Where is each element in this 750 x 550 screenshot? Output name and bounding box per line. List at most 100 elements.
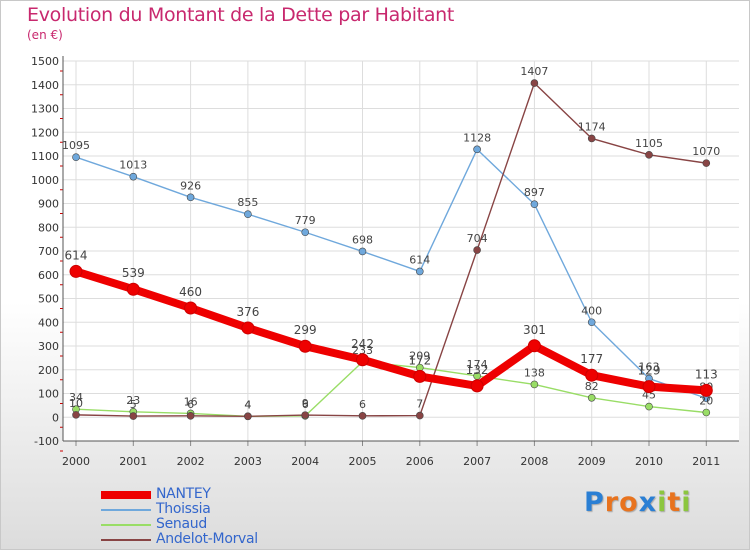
x-tick-label: 2008 <box>520 455 548 468</box>
data-point <box>587 134 596 143</box>
data-label: 20 <box>699 395 713 408</box>
data-point <box>470 379 484 393</box>
data-label: 129 <box>638 364 661 378</box>
data-label: 376 <box>236 305 259 319</box>
data-point <box>301 228 310 237</box>
data-point <box>413 369 427 383</box>
data-point <box>72 411 80 419</box>
y-tick-label: 1000 <box>31 174 59 187</box>
series-nantey: 614 539 460 376 299 242 172 132 301 177 129 113 <box>65 248 718 397</box>
data-label: 9 <box>302 397 309 410</box>
data-label: 7 <box>416 398 423 411</box>
proxiti-logo: Proxiti <box>584 487 692 518</box>
data-label: 10 <box>69 397 83 410</box>
y-tick-label: 300 <box>38 340 59 353</box>
data-point <box>184 301 198 315</box>
legend-label: Thoissia <box>156 501 211 517</box>
data-label: 1013 <box>119 159 147 172</box>
y-tick-label: 1400 <box>31 79 59 92</box>
data-label: 460 <box>179 285 202 299</box>
data-label: 34 <box>69 391 83 404</box>
x-tick-label: 2004 <box>291 455 319 468</box>
data-point <box>244 210 252 218</box>
y-tick-label: 100 <box>38 388 59 401</box>
series-line <box>75 82 707 417</box>
x-tick-label: 2000 <box>62 455 90 468</box>
data-label: 6 <box>187 398 194 411</box>
chart-title: Evolution du Montant de la Dette par Hab… <box>27 4 455 26</box>
data-point <box>473 246 481 254</box>
data-label: 704 <box>467 232 488 245</box>
y-tick-label: 0 <box>52 411 59 424</box>
data-label: 698 <box>352 233 373 246</box>
data-label: 177 <box>580 352 603 366</box>
data-label: 1128 <box>463 131 491 144</box>
data-point <box>358 412 367 420</box>
data-label: 1407 <box>520 65 548 78</box>
data-point <box>298 339 312 353</box>
data-label: 1174 <box>578 120 606 133</box>
y-tick-label: 700 <box>38 245 59 258</box>
y-tick-label: 500 <box>38 293 59 306</box>
data-point <box>587 393 596 402</box>
y-tick-label: 1200 <box>31 126 59 139</box>
data-point <box>358 247 367 256</box>
x-tick-label: 2006 <box>406 455 434 468</box>
x-tick-label: 2007 <box>463 455 491 468</box>
data-point <box>699 383 713 397</box>
data-label: 897 <box>524 186 545 199</box>
data-label: 163 <box>639 361 660 374</box>
x-tick-label: 2005 <box>349 455 377 468</box>
x-tick-label: 2002 <box>177 455 205 468</box>
data-label: 779 <box>295 214 316 227</box>
data-point <box>530 380 539 389</box>
data-point <box>186 412 195 420</box>
legend-swatch <box>101 524 151 526</box>
x-tick-label: 2011 <box>692 455 720 468</box>
data-point <box>585 368 599 382</box>
data-label: 209 <box>409 350 430 363</box>
data-label: 132 <box>466 363 489 377</box>
data-point <box>527 339 541 353</box>
chart-unit: (en €) <box>27 28 63 42</box>
data-point <box>415 267 424 276</box>
legend-swatch <box>101 491 151 499</box>
data-label: 172 <box>408 353 431 367</box>
data-point <box>241 321 255 335</box>
data-label: 926 <box>180 179 201 192</box>
data-point <box>129 412 138 420</box>
data-point <box>72 153 80 161</box>
data-label: 1095 <box>62 139 90 152</box>
data-point <box>587 318 596 327</box>
data-label: 301 <box>523 323 546 337</box>
data-label: 174 <box>467 358 488 371</box>
data-label: 614 <box>65 248 88 262</box>
x-tick-label: 2003 <box>234 455 262 468</box>
data-label: 6 <box>359 398 366 411</box>
legend-swatch <box>101 509 151 511</box>
data-point <box>645 402 653 411</box>
x-tick-label: 2009 <box>578 455 606 468</box>
data-label: 5 <box>130 398 137 411</box>
data-point <box>473 145 481 154</box>
data-point <box>69 264 83 278</box>
data-label: 855 <box>237 196 258 209</box>
data-label: 138 <box>524 366 545 379</box>
y-tick-label: 600 <box>38 269 59 282</box>
data-label: 4 <box>244 398 251 411</box>
data-point <box>415 411 424 420</box>
legend-label: Senaud <box>156 516 207 532</box>
data-point <box>186 193 195 202</box>
data-label: 614 <box>409 253 430 266</box>
data-label: 6 <box>302 398 309 411</box>
legend-label: Andelot-Morval <box>156 531 258 547</box>
data-label: 82 <box>585 380 599 393</box>
data-label: 4 <box>244 398 251 411</box>
data-point <box>129 172 138 181</box>
y-tick-label: 900 <box>38 198 59 211</box>
data-label: 242 <box>351 337 374 351</box>
y-tick-label: 1100 <box>31 150 59 163</box>
